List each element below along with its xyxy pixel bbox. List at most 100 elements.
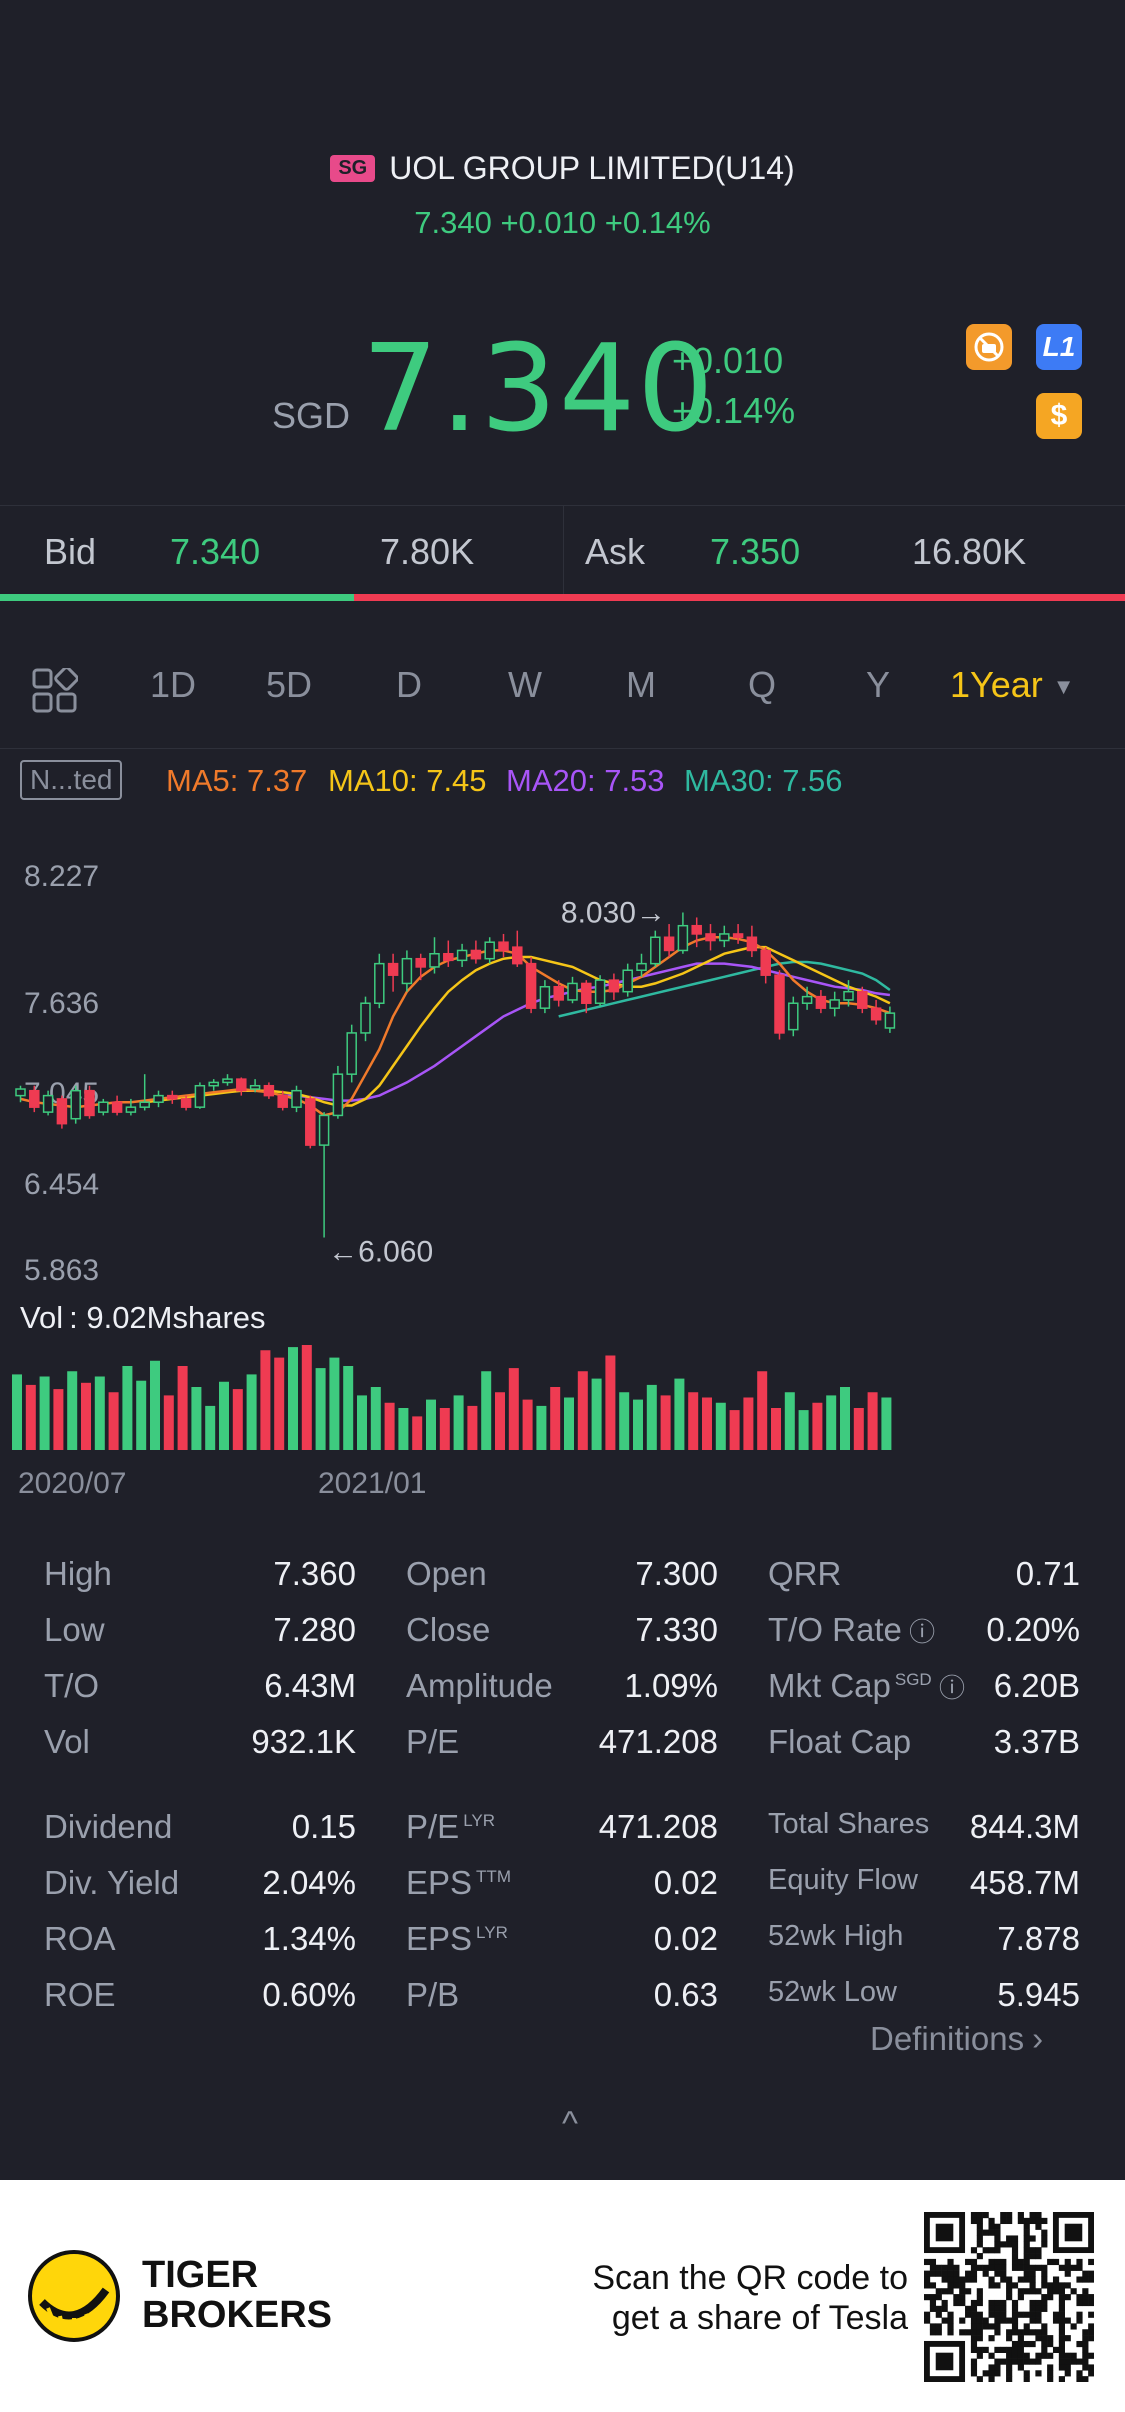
stat-label-superscript: LYR (463, 1811, 496, 1830)
stat-label-text: 52wk Low (768, 1976, 897, 2008)
qr-module (1047, 2294, 1054, 2301)
qr-module (1052, 2276, 1060, 2283)
qr-module (994, 2299, 1001, 2307)
level1-quote-icon[interactable]: L1 (1036, 324, 1082, 370)
qr-module (965, 2311, 972, 2318)
ask-size: 16.80K (912, 531, 1027, 572)
qr-module (976, 2376, 983, 2382)
qr-module (924, 2311, 931, 2318)
qr-module (1006, 2294, 1013, 2301)
stat-value: 0.71 (1015, 1555, 1080, 1592)
qr-module (1000, 2217, 1007, 2225)
qr-module (1011, 2253, 1019, 2260)
volume-bar (205, 1405, 216, 1450)
qr-module (976, 2229, 983, 2236)
qr-module (1041, 2217, 1048, 2225)
volume-bar (495, 1392, 505, 1450)
chart-layout-icon[interactable] (32, 668, 78, 714)
qr-module (1029, 2276, 1036, 2283)
qr-module (1052, 2258, 1060, 2266)
dollar-icon[interactable]: $ (1036, 393, 1082, 439)
bid-size: 7.80K (380, 531, 475, 572)
qr-module (1017, 2364, 1024, 2371)
price-chart[interactable]: 8.030→ ←6.060 (0, 840, 1125, 1450)
volume-bar (288, 1347, 298, 1450)
info-icon[interactable]: ⓘ (931, 1673, 965, 1703)
tab-5d[interactable]: 5D (266, 664, 313, 705)
tab-day[interactable]: D (396, 664, 422, 705)
qr-module (976, 2323, 983, 2330)
stat-label: 52wk Low (768, 1976, 897, 2009)
qr-module (953, 2264, 960, 2271)
tab-1d[interactable]: 1D (150, 664, 197, 705)
currency-label: SGD (272, 395, 351, 436)
ask-ratio-bar (354, 594, 1125, 601)
stat-value: 7.878 (997, 1920, 1080, 1957)
qr-module (1058, 2329, 1065, 2336)
qr-module (1047, 2258, 1054, 2266)
qr-module (988, 2264, 995, 2271)
qr-module (982, 2212, 989, 2219)
stock-header: SG UOL GROUP LIMITED(U14) (0, 143, 1125, 193)
adjustment-mode-button[interactable]: N...ted (20, 760, 123, 800)
qr-module (953, 2282, 960, 2289)
qr-code[interactable] (924, 2212, 1094, 2382)
tab-1year[interactable]: 1Year ▼ (950, 664, 1075, 706)
candle-up (484, 941, 495, 960)
volume-bar (357, 1395, 367, 1450)
qr-module (1052, 2346, 1060, 2353)
qr-module (970, 2212, 978, 2219)
qr-module (1076, 2264, 1083, 2271)
qr-module (994, 2247, 1001, 2254)
info-icon[interactable]: ⓘ (901, 1617, 936, 1647)
qr-module (994, 2329, 1001, 2336)
qr-module (1070, 2264, 1077, 2271)
qr-module (929, 2264, 937, 2271)
stock-name: UOL GROUP LIMITED(U14) (389, 149, 795, 186)
no-shorting-icon[interactable] (966, 324, 1012, 370)
qr-module (1000, 2305, 1007, 2312)
definitions-link[interactable]: Definitions › (870, 2020, 1043, 2058)
qr-module (1011, 2329, 1019, 2336)
qr-finder (1064, 2223, 1083, 2242)
qr-module (1011, 2358, 1019, 2365)
qr-module (1082, 2346, 1089, 2353)
qr-module (1035, 2299, 1042, 2307)
volume-bar (274, 1357, 285, 1450)
qr-module (1006, 2317, 1013, 2324)
candle-down (746, 936, 758, 952)
tab-year[interactable]: Y (866, 664, 891, 705)
stat-label-text: Equity Flow (768, 1864, 918, 1896)
stat-label: ROE (44, 1976, 116, 2014)
tab-week[interactable]: W (508, 664, 542, 705)
collapse-chevron-icon[interactable]: ^ (562, 2105, 578, 2143)
qr-module (1017, 2217, 1024, 2225)
qr-module (947, 2288, 954, 2295)
qr-module (1000, 2270, 1007, 2277)
qr-module (1035, 2370, 1042, 2377)
qr-module (982, 2247, 989, 2254)
qr-module (947, 2323, 954, 2330)
tab-month[interactable]: M (626, 664, 656, 705)
ma10-value: MA10: 7.45 (328, 763, 487, 798)
qr-module (970, 2305, 978, 2312)
qr-module (1088, 2370, 1094, 2377)
tab-quarter[interactable]: Q (748, 664, 777, 705)
promo-text: Scan the QR code to get a share of Tesla (500, 2258, 908, 2338)
qr-module (1082, 2288, 1089, 2295)
candle-down (498, 941, 509, 952)
stat-label-text: P/E (406, 1723, 460, 1760)
stat-label-text: EPS (406, 1920, 473, 1957)
y-tick: 7.636 (24, 987, 100, 1020)
qr-module (941, 2270, 948, 2277)
qr-module (1023, 2223, 1030, 2230)
volume-bar (619, 1392, 630, 1450)
ma20-value: MA20: 7.53 (506, 763, 665, 798)
candle-down (84, 1089, 95, 1117)
qr-module (1029, 2340, 1036, 2348)
qr-module (1058, 2358, 1065, 2365)
qr-module (953, 2270, 960, 2277)
stat-label-superscript: SGD (894, 1670, 932, 1689)
candle-down (760, 949, 771, 976)
qr-module (1006, 2276, 1013, 2283)
